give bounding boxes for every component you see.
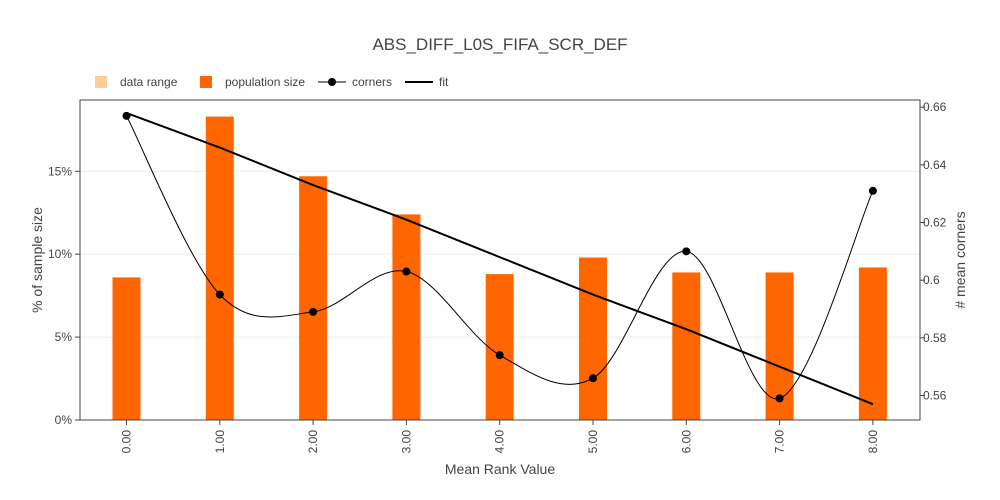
corners-marker — [122, 111, 131, 120]
population-bar — [112, 277, 141, 420]
y-right-ticks: 0.56 0.58 0.6 0.62 0.64 0.66 — [920, 100, 947, 402]
legend: data range population size corners fit — [95, 75, 449, 89]
legend-label: corners — [352, 75, 392, 89]
population-bar — [205, 116, 234, 420]
chart-title: ABS_DIFF_L0S_FIFA_SCR_DEF — [372, 35, 627, 54]
y-left-axis-title: % of sample size — [29, 207, 45, 313]
population-bar — [858, 267, 887, 420]
y-right-tick-label: 0.66 — [923, 100, 947, 114]
corners-marker — [682, 247, 691, 256]
bars — [112, 116, 887, 420]
y-right-tick-label: 0.56 — [923, 388, 947, 402]
corners-marker — [868, 186, 877, 195]
corners-marker — [495, 351, 504, 360]
y-right-axis-title: # mean corners — [952, 211, 968, 308]
y-right-tick-label: 0.64 — [923, 158, 947, 172]
x-tick-label: 1.00 — [213, 430, 227, 454]
lines — [122, 111, 877, 406]
x-tick-label: 3.00 — [399, 430, 413, 454]
legend-data-range-swatch — [95, 76, 107, 88]
x-tick-label: 2.00 — [306, 430, 320, 454]
y-right-tick-label: 0.6 — [923, 273, 940, 287]
y-left-tick-label: 15% — [48, 164, 72, 178]
legend-label: population size — [225, 75, 305, 89]
legend-population-swatch — [200, 76, 212, 88]
y-left-ticks: 0% 5% 10% 15% — [48, 164, 80, 427]
x-ticks: 0.00 1.00 2.00 3.00 4.00 5.00 6.00 7.00 8.00 — [120, 420, 880, 453]
x-tick-label: 5.00 — [586, 430, 600, 454]
x-tick-label: 0.00 — [120, 430, 134, 454]
x-tick-label: 7.00 — [773, 430, 787, 454]
x-tick-label: 4.00 — [493, 430, 507, 454]
x-axis-title: Mean Rank Value — [445, 461, 555, 477]
corners-marker — [402, 267, 411, 276]
corners-marker — [589, 374, 597, 383]
y-left-tick-label: 5% — [55, 330, 73, 344]
fit-line — [126, 112, 874, 406]
legend-corners-marker — [328, 78, 336, 86]
legend-label: data range — [120, 75, 178, 89]
population-bar — [579, 257, 607, 420]
y-right-tick-label: 0.62 — [923, 216, 947, 230]
y-left-tick-label: 0% — [55, 413, 73, 427]
y-right-tick-label: 0.58 — [923, 331, 947, 345]
corners-marker — [775, 394, 784, 403]
y-left-tick-label: 10% — [48, 247, 72, 261]
x-tick-label: 6.00 — [679, 430, 693, 454]
population-bar — [299, 176, 328, 420]
x-tick-label: 8.00 — [866, 430, 880, 454]
corners-marker — [215, 290, 224, 299]
population-bar — [485, 274, 514, 420]
population-bar — [392, 214, 421, 420]
legend-label: fit — [439, 75, 449, 89]
population-bar — [672, 272, 701, 420]
corners-line — [126, 115, 874, 399]
corners-marker — [309, 307, 318, 316]
